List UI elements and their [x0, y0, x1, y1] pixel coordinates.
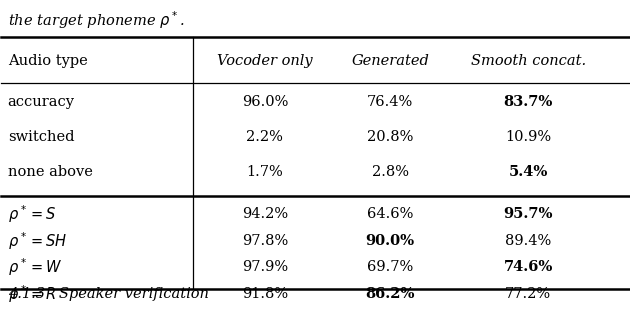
Text: 96.0%: 96.0%	[242, 95, 288, 109]
Text: 97.9%: 97.9%	[242, 260, 288, 274]
Text: 64.6%: 64.6%	[367, 207, 413, 221]
Text: none above: none above	[8, 165, 93, 179]
Text: 10.9%: 10.9%	[505, 130, 551, 144]
Text: 1.7%: 1.7%	[246, 165, 284, 179]
Text: $\rho^* = SH$: $\rho^* = SH$	[8, 230, 67, 252]
Text: Vocoder only: Vocoder only	[217, 54, 312, 68]
Text: 2.2%: 2.2%	[246, 130, 284, 144]
Text: 76.4%: 76.4%	[367, 95, 413, 109]
Text: 94.2%: 94.2%	[242, 207, 288, 221]
Text: 90.0%: 90.0%	[365, 234, 415, 248]
Text: 74.6%: 74.6%	[503, 260, 553, 274]
Text: accuracy: accuracy	[8, 95, 75, 109]
Text: Smooth concat.: Smooth concat.	[471, 54, 586, 68]
Text: 69.7%: 69.7%	[367, 260, 413, 274]
Text: 95.7%: 95.7%	[503, 207, 553, 221]
Text: Audio type: Audio type	[8, 54, 88, 68]
Text: $\rho^* = R$: $\rho^* = R$	[8, 283, 56, 305]
Text: Generated: Generated	[352, 54, 429, 68]
Text: 97.8%: 97.8%	[242, 234, 288, 248]
Text: 86.2%: 86.2%	[365, 287, 415, 301]
Text: 83.7%: 83.7%	[503, 95, 553, 109]
Text: 4.1.3   Speaker verification: 4.1.3 Speaker verification	[8, 287, 209, 301]
Text: the target phoneme $\rho^*$.: the target phoneme $\rho^*$.	[8, 9, 184, 31]
Text: switched: switched	[8, 130, 74, 144]
Text: $\rho^* = S$: $\rho^* = S$	[8, 203, 56, 225]
Text: $\rho^* = W$: $\rho^* = W$	[8, 257, 62, 278]
Text: 2.8%: 2.8%	[372, 165, 409, 179]
Text: 77.2%: 77.2%	[505, 287, 551, 301]
Text: 5.4%: 5.4%	[508, 165, 548, 179]
Text: 91.8%: 91.8%	[242, 287, 288, 301]
Text: 20.8%: 20.8%	[367, 130, 413, 144]
Text: 89.4%: 89.4%	[505, 234, 551, 248]
